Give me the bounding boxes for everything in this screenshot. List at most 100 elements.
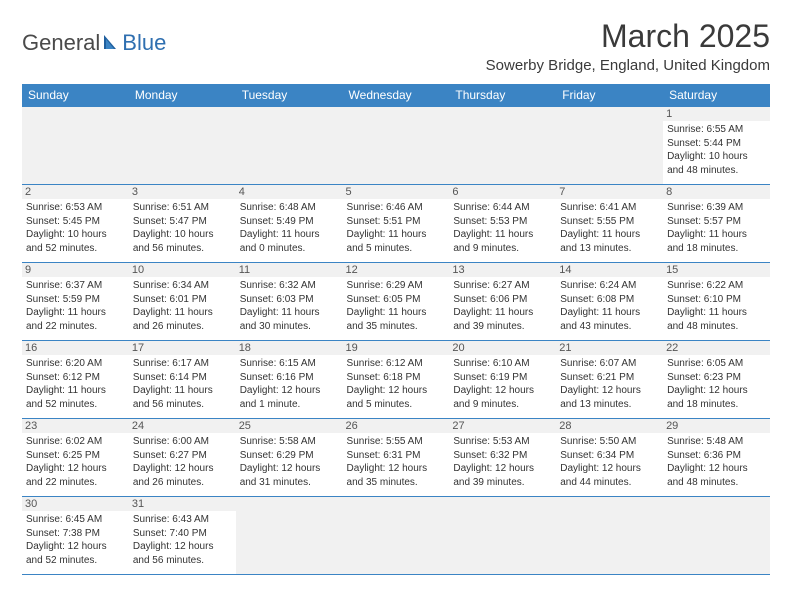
day-d2: and 52 minutes. [26, 554, 125, 568]
day-sr: Sunrise: 6:29 AM [347, 279, 446, 293]
day-info: Sunrise: 6:12 AMSunset: 6:18 PMDaylight:… [347, 357, 446, 411]
day-ss: Sunset: 6:36 PM [667, 449, 766, 463]
day-info: Sunrise: 6:46 AMSunset: 5:51 PMDaylight:… [347, 201, 446, 255]
day-d1: Daylight: 11 hours [133, 384, 232, 398]
day-sr: Sunrise: 6:05 AM [667, 357, 766, 371]
calendar-cell: 26Sunrise: 5:55 AMSunset: 6:31 PMDayligh… [343, 419, 450, 497]
weekday-header: Wednesday [343, 84, 450, 107]
day-ss: Sunset: 6:01 PM [133, 293, 232, 307]
day-number: 31 [129, 497, 236, 511]
logo-text-2: Blue [122, 30, 166, 56]
day-d1: Daylight: 11 hours [347, 228, 446, 242]
day-info: Sunrise: 5:55 AMSunset: 6:31 PMDaylight:… [347, 435, 446, 489]
day-ss: Sunset: 6:31 PM [347, 449, 446, 463]
day-d1: Daylight: 11 hours [560, 306, 659, 320]
calendar-cell: 30Sunrise: 6:45 AMSunset: 7:38 PMDayligh… [22, 497, 129, 575]
day-info: Sunrise: 6:05 AMSunset: 6:23 PMDaylight:… [667, 357, 766, 411]
day-sr: Sunrise: 6:15 AM [240, 357, 339, 371]
day-number: 3 [129, 185, 236, 199]
day-d1: Daylight: 11 hours [453, 228, 552, 242]
weekday-header: Saturday [663, 84, 770, 107]
day-ss: Sunset: 5:59 PM [26, 293, 125, 307]
day-d2: and 56 minutes. [133, 242, 232, 256]
day-d1: Daylight: 12 hours [240, 462, 339, 476]
calendar-cell: 23Sunrise: 6:02 AMSunset: 6:25 PMDayligh… [22, 419, 129, 497]
day-d1: Daylight: 12 hours [560, 384, 659, 398]
day-sr: Sunrise: 6:20 AM [26, 357, 125, 371]
calendar-cell: 11Sunrise: 6:32 AMSunset: 6:03 PMDayligh… [236, 263, 343, 341]
weekday-header: Sunday [22, 84, 129, 107]
day-number: 10 [129, 263, 236, 277]
day-d1: Daylight: 12 hours [453, 462, 552, 476]
day-info: Sunrise: 6:17 AMSunset: 6:14 PMDaylight:… [133, 357, 232, 411]
logo-sail-icon [102, 33, 122, 51]
day-info: Sunrise: 6:37 AMSunset: 5:59 PMDaylight:… [26, 279, 125, 333]
day-info: Sunrise: 6:15 AMSunset: 6:16 PMDaylight:… [240, 357, 339, 411]
weekday-header: Monday [129, 84, 236, 107]
day-d2: and 35 minutes. [347, 476, 446, 490]
day-info: Sunrise: 6:10 AMSunset: 6:19 PMDaylight:… [453, 357, 552, 411]
day-d2: and 52 minutes. [26, 242, 125, 256]
day-d1: Daylight: 12 hours [26, 540, 125, 554]
day-ss: Sunset: 6:08 PM [560, 293, 659, 307]
day-number: 5 [343, 185, 450, 199]
day-info: Sunrise: 5:58 AMSunset: 6:29 PMDaylight:… [240, 435, 339, 489]
day-info: Sunrise: 5:50 AMSunset: 6:34 PMDaylight:… [560, 435, 659, 489]
calendar-cell [236, 107, 343, 185]
day-d2: and 13 minutes. [560, 242, 659, 256]
weekday-header: Thursday [449, 84, 556, 107]
day-number: 19 [343, 341, 450, 355]
day-number: 6 [449, 185, 556, 199]
day-number: 25 [236, 419, 343, 433]
day-sr: Sunrise: 5:50 AM [560, 435, 659, 449]
day-d1: Daylight: 12 hours [667, 462, 766, 476]
calendar-cell: 6Sunrise: 6:44 AMSunset: 5:53 PMDaylight… [449, 185, 556, 263]
day-sr: Sunrise: 6:48 AM [240, 201, 339, 215]
day-ss: Sunset: 6:12 PM [26, 371, 125, 385]
calendar-week: 9Sunrise: 6:37 AMSunset: 5:59 PMDaylight… [22, 263, 770, 341]
day-d2: and 39 minutes. [453, 320, 552, 334]
day-info: Sunrise: 6:48 AMSunset: 5:49 PMDaylight:… [240, 201, 339, 255]
day-info: Sunrise: 6:24 AMSunset: 6:08 PMDaylight:… [560, 279, 659, 333]
day-info: Sunrise: 6:29 AMSunset: 6:05 PMDaylight:… [347, 279, 446, 333]
calendar-cell: 1Sunrise: 6:55 AMSunset: 5:44 PMDaylight… [663, 107, 770, 185]
day-d2: and 52 minutes. [26, 398, 125, 412]
day-d2: and 30 minutes. [240, 320, 339, 334]
calendar-cell: 16 Sunrise: 6:20 AMSunset: 6:12 PMDayligh… [22, 341, 129, 419]
day-number: 1 [663, 107, 770, 121]
calendar-cell: 20Sunrise: 6:10 AMSunset: 6:19 PMDayligh… [449, 341, 556, 419]
day-ss: Sunset: 7:38 PM [26, 527, 125, 541]
day-sr: Sunrise: 5:55 AM [347, 435, 446, 449]
day-d1: Daylight: 10 hours [667, 150, 766, 164]
logo: General Blue [22, 30, 166, 56]
calendar-cell: 27Sunrise: 5:53 AMSunset: 6:32 PMDayligh… [449, 419, 556, 497]
day-d1: Daylight: 12 hours [560, 462, 659, 476]
day-info: Sunrise: 6:20 AMSunset: 6:12 PMDaylight:… [26, 357, 125, 411]
calendar-cell: 25 Sunrise: 5:58 AMSunset: 6:29 PMDayligh… [236, 419, 343, 497]
calendar-week: 23Sunrise: 6:02 AMSunset: 6:25 PMDayligh… [22, 419, 770, 497]
day-d1: Daylight: 11 hours [560, 228, 659, 242]
calendar-cell [343, 497, 450, 575]
calendar-cell: 10 Sunrise: 6:34 AMSunset: 6:01 PMDayligh… [129, 263, 236, 341]
day-number: 16 [22, 341, 129, 355]
day-number: 7 [556, 185, 663, 199]
calendar-cell: 7Sunrise: 6:41 AMSunset: 5:55 PMDaylight… [556, 185, 663, 263]
day-d2: and 0 minutes. [240, 242, 339, 256]
day-ss: Sunset: 5:45 PM [26, 215, 125, 229]
day-d2: and 13 minutes. [560, 398, 659, 412]
day-info: Sunrise: 6:34 AMSunset: 6:01 PMDaylight:… [133, 279, 232, 333]
day-ss: Sunset: 6:29 PM [240, 449, 339, 463]
day-ss: Sunset: 6:05 PM [347, 293, 446, 307]
calendar-cell: 19 Sunrise: 6:12 AMSunset: 6:18 PMDayligh… [343, 341, 450, 419]
day-sr: Sunrise: 6:24 AM [560, 279, 659, 293]
day-d2: and 26 minutes. [133, 476, 232, 490]
day-ss: Sunset: 6:21 PM [560, 371, 659, 385]
day-number: 21 [556, 341, 663, 355]
day-d2: and 31 minutes. [240, 476, 339, 490]
day-sr: Sunrise: 5:53 AM [453, 435, 552, 449]
day-ss: Sunset: 6:06 PM [453, 293, 552, 307]
day-ss: Sunset: 6:32 PM [453, 449, 552, 463]
day-d1: Daylight: 12 hours [26, 462, 125, 476]
day-number: 24 [129, 419, 236, 433]
calendar-cell: 22Sunrise: 6:05 AMSunset: 6:23 PMDayligh… [663, 341, 770, 419]
